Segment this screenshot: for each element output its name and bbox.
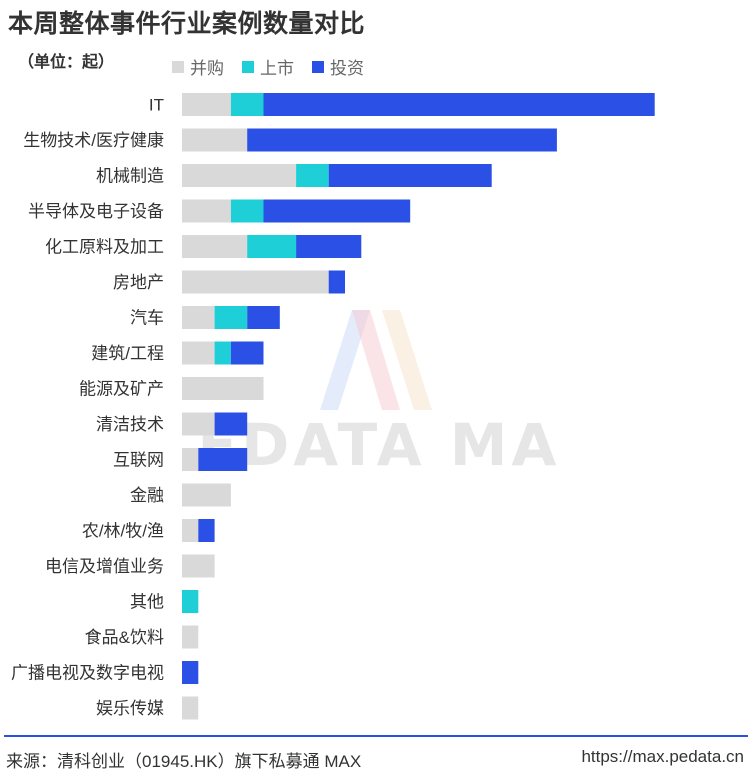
category-label: 金融 <box>130 486 164 505</box>
legend: 并购 上市 投资 <box>172 54 382 79</box>
category-label: IT <box>149 96 164 115</box>
bar-segment-mna[interactable] <box>182 448 199 471</box>
bar-segment-investment[interactable] <box>230 341 264 365</box>
bar-segment-ipo[interactable] <box>230 199 264 223</box>
bar-segment-investment[interactable] <box>296 235 362 258</box>
bar-segment-mna[interactable] <box>182 341 215 365</box>
category-label: 电信及增值业务 <box>45 557 164 576</box>
bar-segment-mna[interactable] <box>182 93 231 116</box>
bar-segment-investment[interactable] <box>198 448 248 471</box>
legend-item-investment[interactable]: 投资 <box>312 54 364 79</box>
bar-segment-investment[interactable] <box>328 270 345 294</box>
bar-segment-mna[interactable] <box>182 483 231 507</box>
unit-label: （单位：起） <box>18 54 115 71</box>
bar-chart: IT 生物技术/医疗健康机械制造半导体及电子设备化工原料及加工房地产汽车建筑/工程… <box>11 93 655 720</box>
legend-swatch-investment <box>312 60 324 73</box>
category-label: 汽车 <box>130 309 164 328</box>
legend-swatch-ipo <box>242 60 254 73</box>
bar-segment-mna[interactable] <box>182 306 215 329</box>
bar-segment-mna[interactable] <box>182 164 297 187</box>
bar-segment-mna[interactable] <box>182 377 264 400</box>
category-label: 化工原料及加工 <box>45 238 164 257</box>
bar-segment-mna[interactable] <box>182 696 199 720</box>
category-label: 互联网 <box>113 451 164 470</box>
bar-segment-investment[interactable] <box>247 128 557 152</box>
bar-segment-ipo[interactable] <box>214 341 231 365</box>
legend-label-ipo: 上市 <box>260 59 294 78</box>
category-label: 清洁技术 <box>96 415 164 434</box>
bar-segment-mna[interactable] <box>182 235 248 258</box>
category-label: 农/林/牧/渔 <box>82 522 164 541</box>
legend-label-mna: 并购 <box>190 59 224 78</box>
bar-segment-mna[interactable] <box>182 625 199 649</box>
bar-segment-investment[interactable] <box>182 661 199 684</box>
bar-segment-ipo[interactable] <box>296 164 329 187</box>
bar-segment-mna[interactable] <box>182 412 215 436</box>
legend-item-ipo[interactable]: 上市 <box>242 54 294 79</box>
bar-segment-investment[interactable] <box>214 412 248 436</box>
bar-segment-investment[interactable] <box>263 93 655 116</box>
bar-segment-ipo[interactable] <box>214 306 248 329</box>
bar-segment-mna[interactable] <box>182 519 199 542</box>
bars <box>182 93 655 720</box>
category-label: 房地产 <box>113 273 164 292</box>
category-label: 娱乐传媒 <box>96 699 164 718</box>
category-label: 广播电视及数字电视 <box>11 664 164 683</box>
bar-segment-investment[interactable] <box>247 306 280 329</box>
chart-title: 本周整体事件行业案例数量对比 <box>8 10 366 38</box>
category-label: 其他 <box>130 593 164 612</box>
bar-segment-ipo[interactable] <box>247 235 297 258</box>
legend-label-investment: 投资 <box>330 59 364 78</box>
bar-segment-mna[interactable] <box>182 270 329 294</box>
bar-segment-investment[interactable] <box>263 199 411 223</box>
bar-segment-ipo[interactable] <box>182 590 199 613</box>
category-label: 半导体及电子设备 <box>28 202 164 221</box>
footer-url[interactable]: https://max.pedata.cn <box>581 747 744 766</box>
category-label: 食品&饮料 <box>85 628 164 647</box>
bar-segment-mna[interactable] <box>182 554 215 578</box>
category-label: 生物技术/医疗健康 <box>23 131 164 150</box>
category-label: 能源及矿产 <box>79 380 164 399</box>
category-labels: IT 生物技术/医疗健康机械制造半导体及电子设备化工原料及加工房地产汽车建筑/工程… <box>11 96 164 719</box>
category-label: 机械制造 <box>96 167 164 186</box>
footer-divider <box>4 735 748 737</box>
category-label: 建筑/工程 <box>91 344 164 363</box>
footer-source: 来源：清科创业（01945.HK）旗下私募通 MAX <box>6 752 362 771</box>
legend-swatch-mna <box>172 60 184 73</box>
bar-segment-mna[interactable] <box>182 199 231 223</box>
legend-item-mna[interactable]: 并购 <box>172 54 224 79</box>
bar-segment-mna[interactable] <box>182 128 248 152</box>
bar-segment-investment[interactable] <box>198 519 215 542</box>
bar-segment-ipo[interactable] <box>230 93 264 116</box>
bar-segment-investment[interactable] <box>328 164 492 187</box>
